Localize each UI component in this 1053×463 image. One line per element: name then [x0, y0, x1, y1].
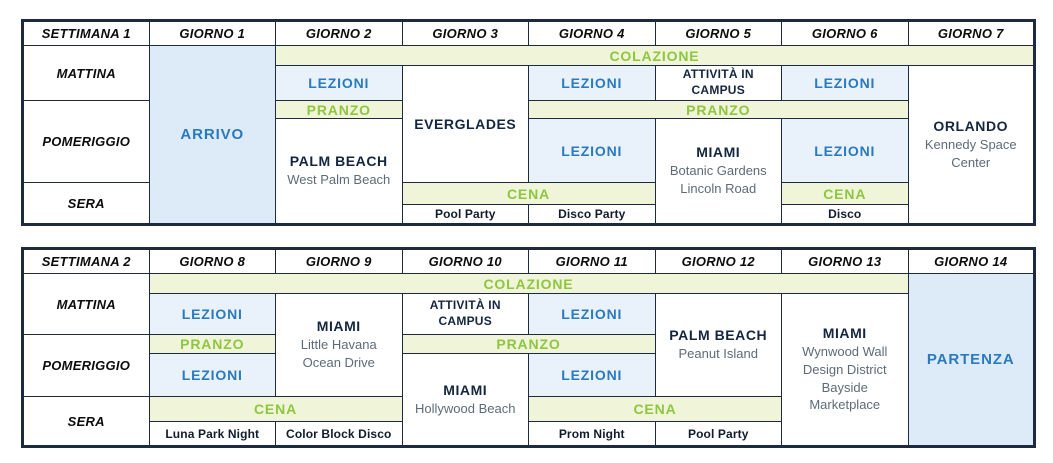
- cell-event-color-block-disco-g9: Color Block Disco: [275, 421, 403, 447]
- col-header-giorno-2: GIORNO 2: [275, 20, 403, 46]
- cell-miami-g13: MIAMI Wynwood Wall Design District Baysi…: [781, 293, 909, 447]
- week1-title: SETTIMANA 1: [22, 20, 150, 46]
- trip-subtitle: Botanic Gardens Lincoln Road: [669, 163, 767, 196]
- cell-cena-g3-g4: CENA: [401, 182, 656, 205]
- col-header-giorno-12: GIORNO 12: [654, 248, 782, 274]
- trip-title: ORLANDO: [933, 117, 1009, 134]
- cell-partenza-g14: PARTENZA: [907, 273, 1035, 447]
- trip-subtitle: Little Havana Ocean Drive: [300, 337, 377, 370]
- cell-lezioni-g2-morning: LEZIONI: [275, 65, 403, 101]
- cell-pranzo-g8: PRANZO: [148, 334, 276, 354]
- cell-miami-g5: MIAMI Botanic Gardens Lincoln Road: [654, 118, 782, 225]
- cell-lezioni-g4-morning: LEZIONI: [528, 65, 656, 101]
- cell-lezioni-g11-afternoon: LEZIONI: [528, 353, 656, 397]
- week2-schedule-table: SETTIMANA 2 GIORNO 8 GIORNO 9 GIORNO 10 …: [21, 247, 1036, 448]
- cell-cena-g8-g9: CENA: [148, 396, 403, 422]
- trip-title: MIAMI: [822, 325, 867, 342]
- trip-title: PALM BEACH: [669, 327, 768, 344]
- trip-subtitle: Hollywood Beach: [415, 400, 516, 416]
- trip-title: MIAMI: [696, 144, 741, 161]
- week2-title: SETTIMANA 2: [22, 248, 150, 274]
- col-header-giorno-14: GIORNO 14: [907, 248, 1035, 274]
- cell-event-prom-night-g11: Prom Night: [528, 421, 656, 447]
- cell-lezioni-g11-morning: LEZIONI: [528, 293, 656, 335]
- cell-cena-g11-g12: CENA: [528, 396, 782, 422]
- col-header-giorno-10: GIORNO 10: [401, 248, 529, 274]
- cell-lezioni-g8-afternoon: LEZIONI: [148, 353, 276, 397]
- cell-palm-beach-g12: PALM BEACH Peanut Island: [654, 293, 782, 397]
- row-label-mattina-w2: MATTINA: [22, 273, 150, 335]
- col-header-giorno-11: GIORNO 11: [528, 248, 656, 274]
- col-header-giorno-1: GIORNO 1: [148, 20, 276, 46]
- row-label-pomeriggio-w1: POMERIGGIO: [22, 100, 150, 183]
- cell-miami-g9: MIAMI Little Havana Ocean Drive: [275, 293, 403, 397]
- col-header-giorno-3: GIORNO 3: [401, 20, 529, 46]
- trip-subtitle: Kennedy Space Center: [924, 136, 1017, 170]
- cell-attivita-campus-g10: ATTIVITÀ IN CAMPUS: [401, 293, 529, 335]
- cell-pranzo-g10-g11: PRANZO: [401, 334, 656, 354]
- trip-title: PALM BEACH: [289, 153, 388, 170]
- cell-miami-g10: MIAMI Hollywood Beach: [401, 353, 529, 447]
- cell-event-pool-party-g3: Pool Party: [401, 204, 529, 225]
- cell-pranzo-g2: PRANZO: [275, 100, 403, 119]
- cell-arrivo-g1: ARRIVO: [148, 45, 276, 225]
- trip-title: MIAMI: [443, 381, 488, 398]
- col-header-giorno-9: GIORNO 9: [275, 248, 403, 274]
- cell-lezioni-g6-morning: LEZIONI: [781, 65, 909, 101]
- col-header-giorno-4: GIORNO 4: [528, 20, 656, 46]
- cell-colazione-w1: COLAZIONE: [275, 45, 1035, 66]
- cell-everglades-g3: EVERGLADES: [401, 65, 529, 183]
- col-header-giorno-5: GIORNO 5: [654, 20, 782, 46]
- trip-subtitle: Wynwood Wall Design District Bayside Mar…: [802, 344, 888, 413]
- row-label-sera-w1: SERA: [22, 182, 150, 225]
- col-header-giorno-8: GIORNO 8: [148, 248, 276, 274]
- row-label-mattina-w1: MATTINA: [22, 45, 150, 101]
- cell-palm-beach-g2: PALM BEACH West Palm Beach: [275, 118, 403, 225]
- trip-subtitle: West Palm Beach: [287, 172, 391, 188]
- cell-event-pool-party-g12: Pool Party: [654, 421, 782, 447]
- row-label-pomeriggio-w2: POMERIGGIO: [22, 334, 150, 397]
- cell-cena-g6: CENA: [781, 182, 909, 205]
- trip-title: EVERGLADES: [414, 116, 517, 132]
- week1-schedule-table: SETTIMANA 1 GIORNO 1 GIORNO 2 GIORNO 3 G…: [21, 19, 1036, 226]
- cell-lezioni-g4-afternoon: LEZIONI: [528, 118, 656, 183]
- cell-pranzo-g4-g6: PRANZO: [528, 100, 909, 119]
- cell-attivita-campus-g5: ATTIVITÀ IN CAMPUS: [654, 65, 782, 101]
- cell-event-disco-party-g4: Disco Party: [528, 204, 656, 225]
- trip-subtitle: Peanut Island: [678, 346, 758, 362]
- cell-lezioni-g8-morning: LEZIONI: [148, 293, 276, 335]
- cell-event-disco-g6: Disco: [781, 204, 909, 225]
- col-header-giorno-13: GIORNO 13: [781, 248, 909, 274]
- col-header-giorno-7: GIORNO 7: [907, 20, 1035, 46]
- tables-wrapper: SETTIMANA 1 GIORNO 1 GIORNO 2 GIORNO 3 G…: [21, 19, 1036, 448]
- cell-lezioni-g6-afternoon: LEZIONI: [781, 118, 909, 183]
- col-header-giorno-6: GIORNO 6: [781, 20, 909, 46]
- trip-title: MIAMI: [316, 318, 361, 335]
- cell-event-luna-park-night-g8: Luna Park Night: [148, 421, 276, 447]
- cell-colazione-w2: COLAZIONE: [148, 273, 909, 294]
- cell-orlando-g7: ORLANDO Kennedy Space Center: [907, 65, 1035, 225]
- row-label-sera-w2: SERA: [22, 396, 150, 447]
